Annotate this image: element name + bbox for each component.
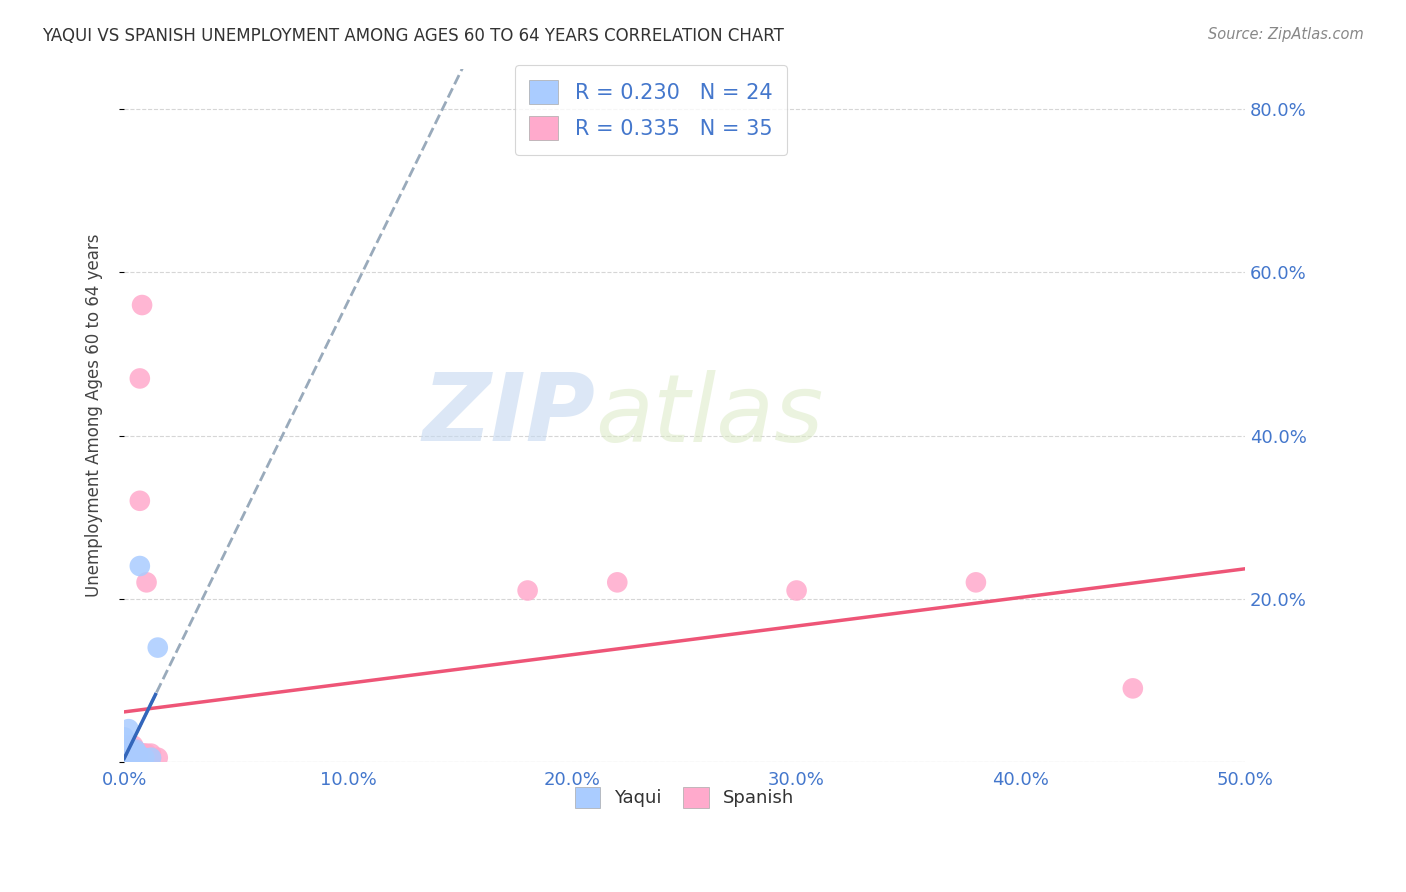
Point — [120, 742, 142, 756]
Point — [139, 750, 162, 764]
Point — [135, 747, 157, 761]
Point — [128, 559, 150, 574]
Point — [115, 750, 138, 764]
Point — [112, 747, 135, 761]
Point — [131, 298, 153, 312]
Point — [122, 739, 145, 753]
Point — [965, 575, 987, 590]
Point — [112, 747, 135, 761]
Point — [117, 722, 139, 736]
Point — [112, 739, 135, 753]
Point — [112, 731, 135, 745]
Point — [135, 575, 157, 590]
Point — [124, 742, 146, 756]
Point — [115, 747, 138, 761]
Point — [124, 750, 146, 764]
Point — [128, 371, 150, 385]
Point — [134, 750, 156, 764]
Point — [117, 747, 139, 761]
Point — [135, 750, 157, 764]
Point — [120, 747, 142, 761]
Text: ZIP: ZIP — [422, 369, 595, 461]
Point — [124, 742, 146, 756]
Point — [124, 747, 146, 761]
Point — [606, 575, 628, 590]
Point — [128, 493, 150, 508]
Point — [112, 750, 135, 764]
Point — [115, 739, 138, 753]
Point — [139, 750, 162, 764]
Point — [127, 750, 149, 764]
Point — [120, 742, 142, 756]
Point — [1122, 681, 1144, 696]
Legend: Yaqui, Spanish: Yaqui, Spanish — [568, 780, 801, 815]
Point — [131, 750, 153, 764]
Point — [117, 742, 139, 756]
Point — [117, 747, 139, 761]
Text: Source: ZipAtlas.com: Source: ZipAtlas.com — [1208, 27, 1364, 42]
Point — [122, 750, 145, 764]
Y-axis label: Unemployment Among Ages 60 to 64 years: Unemployment Among Ages 60 to 64 years — [86, 234, 103, 597]
Point — [122, 750, 145, 764]
Point — [134, 750, 156, 764]
Point — [146, 750, 169, 764]
Point — [516, 583, 538, 598]
Point — [117, 750, 139, 764]
Point — [127, 750, 149, 764]
Point — [122, 747, 145, 761]
Point — [131, 747, 153, 761]
Point — [134, 747, 156, 761]
Point — [139, 747, 162, 761]
Point — [120, 750, 142, 764]
Point — [127, 747, 149, 761]
Point — [122, 747, 145, 761]
Point — [124, 750, 146, 764]
Text: atlas: atlas — [595, 369, 823, 460]
Point — [127, 747, 149, 761]
Point — [786, 583, 808, 598]
Point — [115, 750, 138, 764]
Point — [124, 747, 146, 761]
Point — [117, 750, 139, 764]
Point — [120, 747, 142, 761]
Point — [120, 750, 142, 764]
Point — [115, 747, 138, 761]
Text: YAQUI VS SPANISH UNEMPLOYMENT AMONG AGES 60 TO 64 YEARS CORRELATION CHART: YAQUI VS SPANISH UNEMPLOYMENT AMONG AGES… — [42, 27, 785, 45]
Point — [146, 640, 169, 655]
